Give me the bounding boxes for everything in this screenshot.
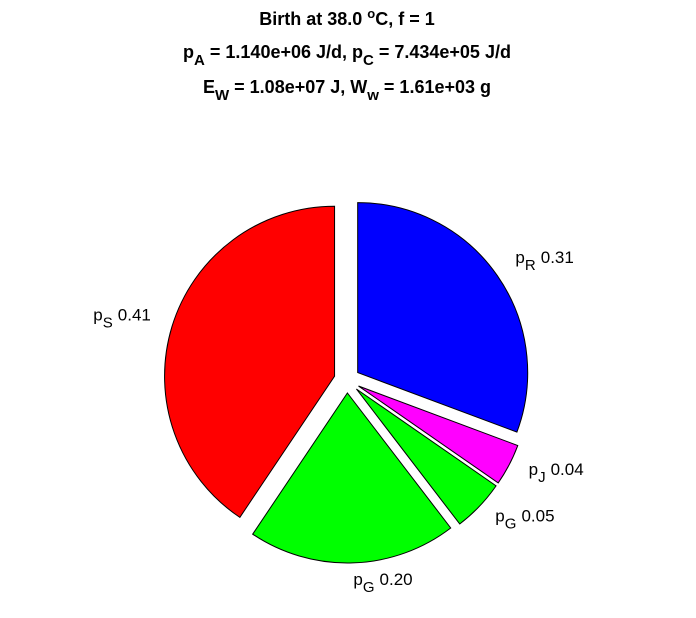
label-base: p — [93, 305, 102, 324]
label-value: 0.31 — [541, 248, 574, 267]
label-base: p — [353, 570, 362, 589]
label-value: 0.04 — [551, 460, 584, 479]
title-subscript: W — [215, 87, 230, 104]
label-subscript: G — [505, 516, 517, 533]
pie-slice — [357, 202, 529, 433]
title-subscript: A — [194, 52, 205, 69]
pie-slice — [164, 205, 336, 519]
title-text: = 1.08e+07 J, W — [229, 77, 367, 97]
chart-title: pA = 1.140e+06 J/d, pC = 7.434e+05 J/d — [183, 42, 511, 69]
title-text: = 1.61e+03 g — [379, 77, 491, 97]
label-base: p — [495, 507, 504, 526]
title-subscript: w — [366, 87, 379, 104]
label-subscript: J — [538, 469, 546, 486]
pie-slice — [358, 385, 519, 484]
title-superscript: o — [367, 6, 375, 21]
label-value: 0.05 — [521, 507, 554, 526]
title-subscript: C — [363, 52, 374, 69]
pie-slice — [251, 392, 452, 564]
slice-label: pJ 0.04 — [529, 460, 584, 486]
label-value: 0.20 — [380, 570, 413, 589]
slice-label: pG 0.05 — [495, 507, 554, 533]
label-subscript: G — [363, 579, 375, 596]
chart-title: EW = 1.08e+07 J, Ww = 1.61e+03 g — [203, 77, 491, 104]
title-text: Birth at 38.0 — [259, 9, 367, 29]
title-text: C, f = 1 — [375, 9, 435, 29]
label-subscript: S — [103, 314, 113, 331]
title-text: p — [183, 42, 194, 62]
label-base: p — [515, 248, 524, 267]
slice-label: pS 0.41 — [93, 305, 151, 331]
slice-label: pR 0.31 — [515, 248, 573, 274]
label-value: 0.41 — [118, 305, 151, 324]
title-text: E — [203, 77, 215, 97]
slice-label: pG 0.20 — [353, 570, 412, 596]
label-base: p — [529, 460, 538, 479]
title-text: = 1.140e+06 J/d, p — [205, 42, 363, 62]
pie-slice — [356, 388, 497, 525]
label-subscript: R — [525, 257, 536, 274]
chart-title: Birth at 38.0 oC, f = 1 — [259, 6, 435, 29]
title-text: = 7.434e+05 J/d — [374, 42, 511, 62]
